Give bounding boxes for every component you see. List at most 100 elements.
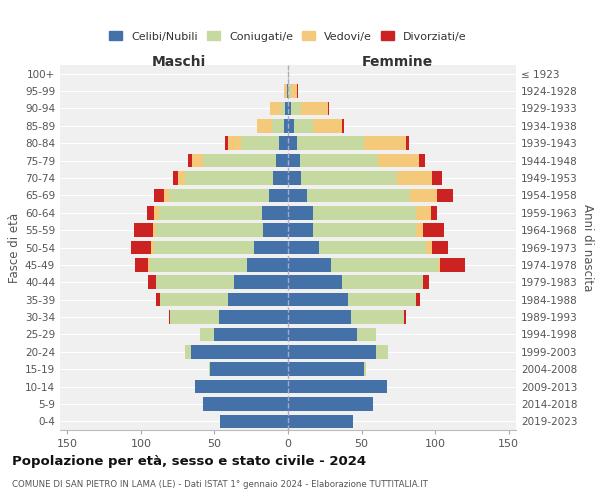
- Bar: [271, 102, 281, 115]
- Bar: [432, 171, 442, 185]
- Bar: [227, 136, 241, 150]
- Bar: [151, 240, 154, 254]
- Bar: [158, 206, 262, 220]
- Bar: [284, 84, 287, 98]
- Bar: [210, 362, 288, 376]
- Bar: [328, 102, 329, 115]
- Bar: [247, 258, 288, 272]
- Bar: [397, 171, 432, 185]
- Bar: [307, 188, 410, 202]
- Bar: [416, 206, 431, 220]
- Bar: [288, 206, 313, 220]
- Bar: [349, 293, 416, 306]
- Bar: [269, 188, 288, 202]
- Bar: [431, 206, 437, 220]
- Bar: [155, 293, 160, 306]
- Bar: [225, 136, 227, 150]
- Bar: [416, 224, 424, 237]
- Bar: [155, 276, 233, 289]
- Bar: [288, 119, 294, 132]
- Bar: [170, 310, 219, 324]
- Bar: [147, 206, 154, 220]
- Bar: [343, 119, 344, 132]
- Bar: [169, 188, 269, 202]
- Bar: [288, 310, 351, 324]
- Bar: [173, 171, 178, 185]
- Y-axis label: Anni di nascita: Anni di nascita: [581, 204, 594, 291]
- Y-axis label: Fasce di età: Fasce di età: [8, 212, 21, 282]
- Bar: [416, 293, 421, 306]
- Legend: Celibi/Nubili, Coniugati/e, Vedovi/e, Divorziati/e: Celibi/Nubili, Coniugati/e, Vedovi/e, Di…: [105, 27, 471, 46]
- Bar: [288, 188, 307, 202]
- Bar: [331, 258, 438, 272]
- Bar: [214, 328, 288, 341]
- Bar: [193, 154, 203, 168]
- Bar: [404, 310, 406, 324]
- Bar: [406, 136, 409, 150]
- Bar: [185, 171, 273, 185]
- Bar: [313, 206, 416, 220]
- Bar: [378, 154, 419, 168]
- Bar: [351, 310, 404, 324]
- Bar: [288, 414, 353, 428]
- Bar: [313, 224, 416, 237]
- Bar: [279, 136, 288, 150]
- Bar: [288, 293, 349, 306]
- Bar: [288, 154, 300, 168]
- Bar: [301, 102, 328, 115]
- Bar: [288, 136, 297, 150]
- Bar: [191, 345, 288, 358]
- Bar: [288, 276, 343, 289]
- Bar: [291, 84, 297, 98]
- Bar: [291, 102, 301, 115]
- Bar: [276, 154, 288, 168]
- Bar: [203, 154, 276, 168]
- Bar: [424, 224, 444, 237]
- Bar: [288, 84, 291, 98]
- Bar: [288, 380, 386, 394]
- Bar: [437, 188, 453, 202]
- Bar: [288, 258, 331, 272]
- Bar: [154, 188, 164, 202]
- Bar: [262, 206, 288, 220]
- Bar: [285, 102, 288, 115]
- Bar: [188, 154, 193, 168]
- Bar: [319, 240, 426, 254]
- Bar: [364, 136, 406, 150]
- Bar: [263, 224, 288, 237]
- Bar: [203, 397, 288, 410]
- Bar: [254, 240, 288, 254]
- Bar: [220, 414, 288, 428]
- Bar: [169, 310, 170, 324]
- Bar: [287, 84, 288, 98]
- Bar: [233, 276, 288, 289]
- Bar: [196, 380, 288, 394]
- Bar: [297, 136, 364, 150]
- Bar: [135, 258, 148, 272]
- Bar: [154, 240, 254, 254]
- Bar: [288, 397, 373, 410]
- Text: Maschi: Maschi: [151, 54, 206, 68]
- Bar: [178, 171, 185, 185]
- Bar: [154, 206, 158, 220]
- Bar: [440, 258, 464, 272]
- Bar: [357, 328, 376, 341]
- Bar: [300, 154, 378, 168]
- Bar: [150, 258, 247, 272]
- Bar: [313, 119, 343, 132]
- Bar: [160, 293, 227, 306]
- Bar: [424, 276, 429, 289]
- Bar: [185, 345, 191, 358]
- Bar: [200, 328, 214, 341]
- Bar: [288, 102, 291, 115]
- Bar: [288, 240, 319, 254]
- Bar: [438, 258, 440, 272]
- Bar: [281, 102, 285, 115]
- Bar: [148, 258, 150, 272]
- Bar: [426, 240, 432, 254]
- Bar: [152, 224, 155, 237]
- Bar: [288, 345, 376, 358]
- Text: Popolazione per età, sesso e stato civile - 2024: Popolazione per età, sesso e stato civil…: [12, 454, 366, 468]
- Bar: [301, 171, 397, 185]
- Bar: [288, 171, 301, 185]
